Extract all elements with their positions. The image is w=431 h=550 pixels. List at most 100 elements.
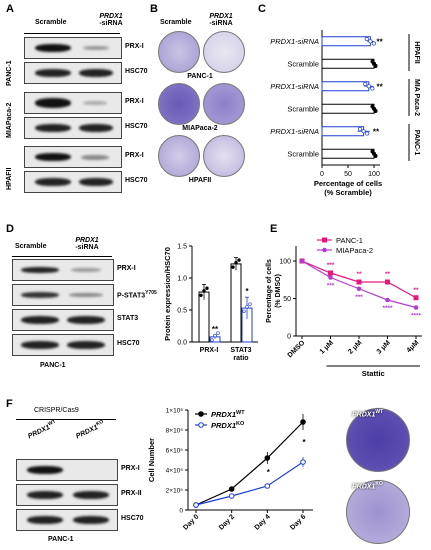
d-point — [242, 309, 246, 313]
e-x-tick-label: 1 μM — [319, 339, 335, 355]
chart-f: 0 2×10⁵ 4×10⁵ 6×10⁵ 8×10⁵ 1×10⁶ Cell Number Day… — [148, 408, 313, 532]
d-blot-prx — [12, 259, 114, 281]
f-row-label: HSC70 — [121, 515, 144, 522]
c-category-label: Scramble — [287, 104, 319, 113]
c-point — [361, 129, 366, 134]
a-divider — [24, 33, 120, 34]
d-significance: ** — [212, 325, 219, 334]
a-row-label: HSC70 — [125, 68, 148, 75]
f-series-line — [195, 421, 304, 506]
e-y-tick-label: 50 — [283, 296, 291, 303]
b-col-sirna: PRDX1 -siRNA — [209, 13, 233, 27]
e-x-tick-label: 3 μM — [376, 339, 392, 355]
b-dish-hpa-scramble — [158, 135, 200, 177]
f-legend-marker — [198, 411, 204, 417]
c-point — [368, 39, 373, 44]
e-x-tick-label: 4μM — [406, 339, 421, 354]
f-y-tick-label: 4×10⁵ — [166, 468, 184, 475]
d-point — [210, 338, 214, 342]
panel-label-d: D — [6, 223, 14, 235]
b-dish-mia-scramble — [158, 83, 200, 125]
f-x-tick-label: Day 0 — [182, 513, 200, 531]
f-significance: * — [302, 438, 306, 447]
f-x-tick-label: Day 6 — [289, 513, 307, 531]
b-dish-hpa-sirna — [203, 135, 245, 177]
c-significance: ** — [376, 37, 383, 46]
d-row-label: STAT3 — [117, 315, 139, 322]
c-point — [364, 36, 369, 42]
f-marker — [300, 419, 306, 425]
d-row-label: P-STAT3Y705 — [117, 290, 157, 300]
c-category-label: Scramble — [287, 149, 319, 158]
f-row-label: PRX-I — [121, 465, 140, 472]
a-group-panc1: PANC-1 — [6, 60, 13, 86]
panel-label-a: A — [6, 3, 14, 15]
d-point — [205, 286, 209, 290]
a-row-label: HSC70 — [125, 177, 148, 184]
c-bar — [321, 103, 375, 114]
d-x-tick-label: PRX-I — [200, 347, 219, 354]
e-marker — [328, 275, 333, 280]
f-marker — [300, 459, 306, 465]
a-row-label: PRX-I — [125, 98, 144, 105]
e-group-label: Stattic — [362, 369, 385, 378]
e-significance: ** — [413, 287, 419, 294]
d-point — [245, 305, 249, 309]
f-marker — [228, 486, 235, 492]
b-row-label: PANC-1 — [187, 73, 213, 80]
a-blot-panc1-prx — [24, 37, 122, 59]
e-marker — [413, 305, 419, 310]
f-dish-wt-label: PRDX1WT — [352, 409, 384, 419]
d-blot-stat3 — [12, 309, 114, 331]
f-marker — [193, 502, 199, 508]
chart-e: 0 50 100 Percentage of cells (% DMSO) DMSO 1 μ… — [266, 236, 422, 378]
f-blot-prx1 — [16, 459, 118, 481]
f-dish-wt — [346, 408, 410, 472]
c-point — [373, 153, 378, 159]
c-category-label: PRDX1-siRNA — [270, 127, 319, 136]
d-y-tick-label: 0.5 — [177, 308, 187, 315]
e-marker — [356, 286, 362, 292]
a-group-miapaca: MIAPaca-2 — [6, 102, 13, 138]
c-point — [363, 82, 368, 87]
e-x-tick-label: DMSO — [287, 339, 307, 359]
d-blot-hsc — [12, 334, 114, 356]
c-point — [365, 131, 370, 136]
f-y-tick-label: 2×10⁵ — [166, 488, 184, 495]
d-y-tick-label: 1.5 — [177, 244, 187, 251]
d-divider — [12, 256, 112, 257]
c-point — [371, 41, 376, 46]
f-y-tick-label: 1×10⁶ — [166, 408, 184, 415]
f-significance: * — [267, 468, 271, 477]
a-blot-panc1-hsc — [24, 62, 122, 84]
d-bar — [230, 263, 242, 343]
c-significance: ** — [373, 127, 380, 136]
d-y-label: Protein expression/HSC70 — [163, 247, 172, 341]
e-significance: **** — [382, 305, 393, 312]
c-point — [373, 108, 378, 114]
c-bar — [321, 81, 370, 92]
d-row-label: HSC70 — [117, 340, 140, 347]
a-row-label: HSC70 — [125, 123, 148, 130]
c-point — [357, 127, 363, 132]
a-blot-mia-prx — [24, 92, 122, 114]
d-blot-pstat — [12, 284, 114, 306]
c-point — [370, 86, 375, 91]
e-marker — [299, 258, 305, 264]
c-bar — [321, 36, 371, 47]
e-significance: *** — [327, 283, 335, 290]
f-marker — [228, 493, 235, 499]
e-x-tick-label: 2 μM — [347, 339, 363, 355]
f-legend-label: PRDX1KO — [211, 421, 245, 430]
d-col-scramble: Scramble — [15, 243, 47, 250]
f-divider — [16, 419, 116, 420]
e-marker — [356, 279, 362, 285]
f-marker — [264, 483, 271, 489]
b-row-label: MIAPaca-2 — [182, 125, 218, 132]
chart-d: 0.0 0.5 1.0 1.5 Protein expression/HSC70 ** PR… — [163, 244, 258, 362]
f-series-line — [195, 461, 304, 506]
d-y-tick-label: 1.0 — [177, 276, 187, 283]
e-significance: ** — [385, 271, 391, 278]
c-x-label: Percentage of cells — [314, 179, 382, 188]
a-row-label: PRX-I — [125, 152, 144, 159]
